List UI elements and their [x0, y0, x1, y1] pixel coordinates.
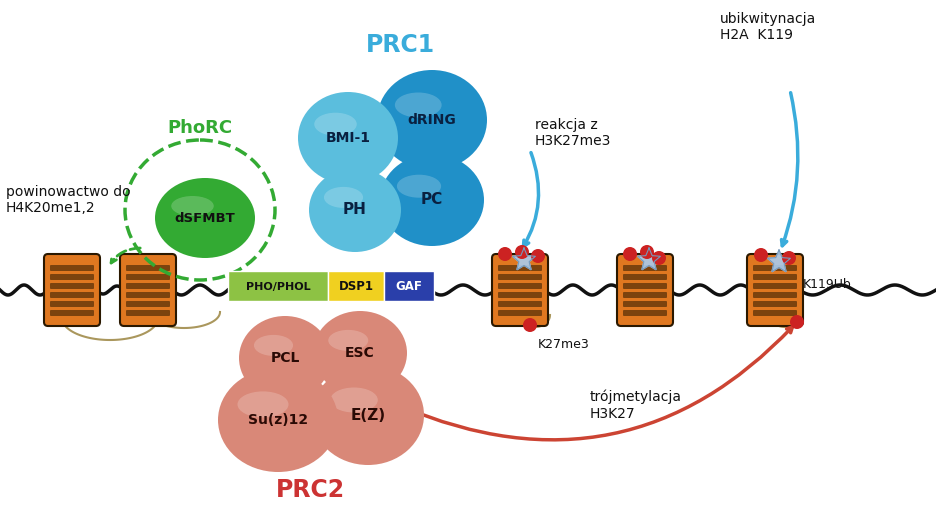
FancyBboxPatch shape: [753, 274, 797, 280]
FancyBboxPatch shape: [498, 265, 542, 271]
Ellipse shape: [314, 113, 357, 136]
FancyBboxPatch shape: [623, 283, 667, 289]
Polygon shape: [637, 248, 661, 270]
Text: E(Z): E(Z): [350, 407, 386, 423]
FancyBboxPatch shape: [50, 310, 94, 316]
Text: PhoRC: PhoRC: [168, 119, 232, 137]
Text: dRING: dRING: [407, 113, 457, 127]
FancyBboxPatch shape: [492, 254, 548, 326]
Text: trójmetylacja
H3K27: trójmetylacja H3K27: [590, 390, 682, 421]
Text: ESC: ESC: [345, 346, 375, 360]
Polygon shape: [768, 250, 790, 272]
Ellipse shape: [330, 387, 378, 412]
Ellipse shape: [395, 92, 442, 117]
Polygon shape: [513, 248, 535, 270]
FancyBboxPatch shape: [120, 254, 176, 326]
FancyBboxPatch shape: [623, 274, 667, 280]
FancyBboxPatch shape: [50, 265, 94, 271]
Circle shape: [652, 251, 666, 265]
Text: PRC1: PRC1: [365, 33, 434, 57]
Text: ubikwitynacja
H2A  K119: ubikwitynacja H2A K119: [720, 12, 816, 42]
FancyBboxPatch shape: [50, 292, 94, 298]
Text: GAF: GAF: [396, 281, 422, 293]
Circle shape: [623, 247, 637, 261]
FancyBboxPatch shape: [126, 265, 170, 271]
FancyBboxPatch shape: [50, 301, 94, 307]
Circle shape: [782, 251, 796, 265]
FancyBboxPatch shape: [753, 292, 797, 298]
Ellipse shape: [254, 335, 293, 356]
Ellipse shape: [218, 368, 338, 472]
Circle shape: [790, 315, 804, 329]
Circle shape: [531, 249, 545, 263]
FancyBboxPatch shape: [753, 283, 797, 289]
FancyBboxPatch shape: [126, 301, 170, 307]
FancyBboxPatch shape: [623, 301, 667, 307]
Circle shape: [640, 245, 654, 259]
Ellipse shape: [324, 187, 363, 208]
Ellipse shape: [171, 196, 213, 216]
Circle shape: [523, 318, 537, 332]
FancyBboxPatch shape: [50, 283, 94, 289]
Circle shape: [498, 247, 512, 261]
Ellipse shape: [238, 391, 288, 418]
FancyBboxPatch shape: [753, 265, 797, 271]
Text: PC: PC: [421, 192, 443, 207]
Circle shape: [754, 248, 768, 262]
FancyBboxPatch shape: [126, 292, 170, 298]
FancyBboxPatch shape: [126, 274, 170, 280]
FancyBboxPatch shape: [623, 265, 667, 271]
Text: DSP1: DSP1: [339, 281, 373, 293]
FancyBboxPatch shape: [44, 254, 100, 326]
Ellipse shape: [298, 92, 398, 184]
FancyBboxPatch shape: [498, 274, 542, 280]
Text: BMI-1: BMI-1: [326, 131, 371, 145]
Ellipse shape: [380, 154, 484, 246]
Circle shape: [515, 245, 529, 259]
Text: PH: PH: [344, 203, 367, 218]
Ellipse shape: [239, 316, 331, 400]
Text: powinowactwo do
H4K20me1,2: powinowactwo do H4K20me1,2: [6, 185, 131, 215]
FancyBboxPatch shape: [498, 301, 542, 307]
FancyBboxPatch shape: [328, 271, 384, 301]
Ellipse shape: [329, 330, 368, 351]
Ellipse shape: [313, 311, 407, 395]
FancyBboxPatch shape: [228, 271, 328, 301]
Text: dSFMBT: dSFMBT: [175, 211, 235, 225]
FancyBboxPatch shape: [623, 310, 667, 316]
FancyBboxPatch shape: [753, 301, 797, 307]
FancyBboxPatch shape: [498, 292, 542, 298]
Text: reakcja z
H3K27me3: reakcja z H3K27me3: [535, 118, 611, 148]
FancyBboxPatch shape: [498, 310, 542, 316]
FancyBboxPatch shape: [50, 274, 94, 280]
FancyBboxPatch shape: [126, 310, 170, 316]
FancyBboxPatch shape: [747, 254, 803, 326]
FancyBboxPatch shape: [753, 310, 797, 316]
Text: PCL: PCL: [271, 351, 300, 365]
Text: Su(z)12: Su(z)12: [248, 413, 308, 427]
Ellipse shape: [397, 175, 441, 198]
Ellipse shape: [155, 178, 255, 258]
FancyBboxPatch shape: [623, 292, 667, 298]
Ellipse shape: [377, 70, 487, 170]
Text: K27me3: K27me3: [538, 338, 590, 351]
Text: K119Ub: K119Ub: [803, 279, 852, 291]
FancyBboxPatch shape: [126, 283, 170, 289]
Ellipse shape: [312, 365, 424, 465]
Text: PRC2: PRC2: [275, 478, 344, 502]
Text: PHO/PHOL: PHO/PHOL: [245, 282, 311, 292]
FancyBboxPatch shape: [498, 283, 542, 289]
FancyBboxPatch shape: [617, 254, 673, 326]
Ellipse shape: [309, 168, 401, 252]
FancyBboxPatch shape: [384, 271, 434, 301]
